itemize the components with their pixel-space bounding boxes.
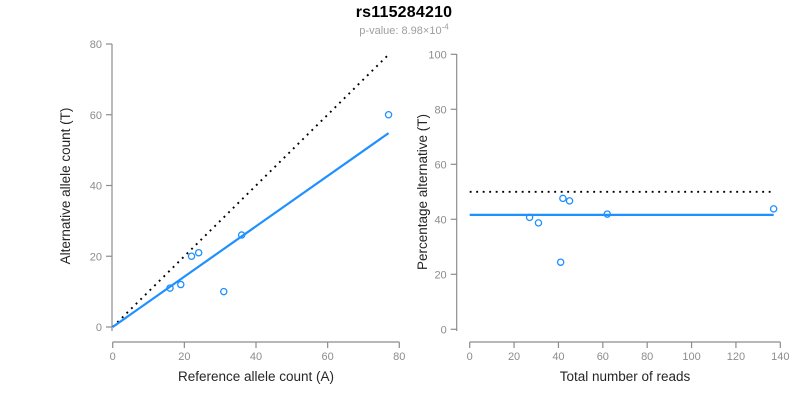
y-tick-label: 80: [90, 39, 102, 51]
x-tick-label: 40: [250, 351, 262, 363]
left-plot: 0 20 40 60 80 0 20 40 60 80: [90, 39, 406, 363]
data-point: [559, 194, 567, 203]
expected-1to1-line: [112, 53, 390, 328]
y-tick-label: 0: [441, 324, 447, 336]
data-point: [187, 252, 196, 260]
p-value-label: p-value:: [359, 25, 399, 37]
x-tick-label: 120: [727, 351, 745, 363]
x-tick-label: 20: [178, 351, 190, 363]
data-point: [525, 213, 534, 222]
data-point: [384, 111, 393, 119]
left-plot-y-axis-title: Alternative allele count (T): [58, 108, 73, 265]
x-tick-label: 100: [682, 351, 700, 363]
x-tick-label: 20: [508, 351, 520, 363]
x-tick-label: 60: [322, 351, 334, 363]
data-point: [534, 219, 543, 227]
data-point: [220, 287, 228, 296]
x-tick-label: 80: [393, 351, 405, 363]
data-point: [194, 248, 203, 257]
x-tick-label: 60: [597, 351, 609, 363]
data-point: [565, 197, 574, 205]
p-value-exponent: -4: [441, 22, 449, 32]
y-tick-label: 80: [434, 104, 446, 116]
data-point: [556, 258, 565, 266]
data-point: [237, 231, 246, 239]
x-tick-label: 0: [110, 351, 116, 363]
figure-subtitle: p-value: 8.98×10-4: [4, 22, 800, 37]
data-point: [166, 284, 174, 292]
figure-title: rs115284210: [355, 4, 453, 21]
x-tick-label: 140: [771, 351, 789, 363]
p-value-base: 8.98×10: [401, 25, 442, 37]
y-tick-label: 40: [90, 181, 102, 193]
right-plot-y-axis-title: Percentage alternative (T): [415, 114, 430, 270]
data-point: [603, 210, 612, 218]
fitted-ratio-line: [112, 132, 390, 328]
right-plot: 0 20 40 60 80 100 120 140 0 20 40 60 80 100: [428, 49, 789, 363]
left-plot-x-axis-title: Reference allele count (A): [178, 369, 334, 384]
y-tick-label: 20: [434, 269, 446, 281]
right-plot-x-axis-title: Total number of reads: [560, 369, 691, 384]
data-point: [177, 280, 185, 289]
x-tick-label: 40: [552, 351, 564, 363]
y-tick-label: 100: [428, 49, 446, 61]
data-point: [769, 205, 778, 213]
y-tick-label: 0: [96, 322, 102, 334]
y-tick-label: 60: [90, 110, 102, 122]
x-tick-label: 80: [641, 351, 653, 363]
y-tick-label: 20: [90, 251, 102, 263]
y-tick-label: 40: [434, 214, 446, 226]
y-tick-label: 60: [434, 159, 446, 171]
x-tick-label: 0: [467, 351, 473, 363]
